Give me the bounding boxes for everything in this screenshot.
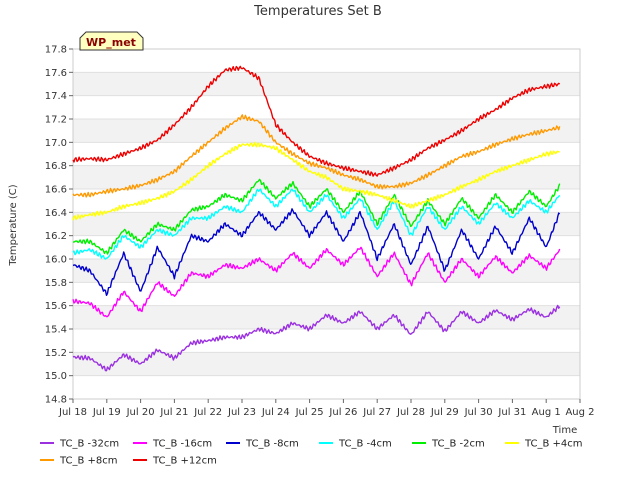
y-tick-label: 16.8 xyxy=(45,161,67,172)
x-tick-label: Jul 26 xyxy=(328,407,357,418)
series-line xyxy=(72,188,561,260)
plot-frame xyxy=(72,48,581,400)
legend-label: TC_B -8cm xyxy=(245,439,299,450)
x-tick-label: Jul 31 xyxy=(497,407,526,418)
y-tick-label: 15.2 xyxy=(45,348,67,359)
legend-label: TC_B +8cm xyxy=(59,456,118,467)
y-tick-label: 15.4 xyxy=(45,325,67,336)
y-tick-label: 16.0 xyxy=(45,255,67,266)
x-tick-label: Jul 18 xyxy=(58,407,87,418)
station-badge: WP_met xyxy=(79,31,144,51)
plot-band xyxy=(73,72,580,96)
y-tick-label: 17.4 xyxy=(45,91,67,102)
chart-title: Temperatures Set B xyxy=(253,4,382,19)
plot-bands xyxy=(73,72,580,376)
y-tick-label: 17.0 xyxy=(45,138,67,149)
legend-label: TC_B -2cm xyxy=(431,439,485,450)
x-tick-label: Jul 28 xyxy=(396,407,425,418)
plot-band xyxy=(73,305,580,329)
series-line xyxy=(72,178,561,255)
x-tick-label: Aug 2 xyxy=(565,407,594,418)
y-tick-label: 15.0 xyxy=(45,371,67,382)
legend: TC_B -32cm TC_B -16cm TC_B -8cm TC_B -4cm TC… xyxy=(40,439,583,467)
legend-label: TC_B -4cm xyxy=(338,439,392,450)
x-tick-label: Jul 20 xyxy=(126,407,155,418)
x-tick-label: Jul 19 xyxy=(92,407,121,418)
y-tick-label: 16.2 xyxy=(45,231,67,242)
legend-label: TC_B -32cm xyxy=(59,439,119,450)
y-axis: 14.8 15.0 15.2 15.4 15.6 15.8 16.0 16.2 16.4 16.6… xyxy=(45,45,73,406)
legend-label: TC_B +4cm xyxy=(524,439,583,450)
x-tick-label: Jul 21 xyxy=(159,407,188,418)
y-tick-label: 15.8 xyxy=(45,278,67,289)
series-line xyxy=(72,141,560,221)
series-line xyxy=(72,65,561,177)
legend-label: TC_B -16cm xyxy=(152,439,212,450)
x-tick-label: Jul 30 xyxy=(464,407,493,418)
x-tick-label: Jul 24 xyxy=(261,407,290,418)
series-line xyxy=(72,304,561,372)
x-tick-label: Jul 25 xyxy=(295,407,324,418)
y-tick-label: 17.6 xyxy=(45,68,67,79)
plot-band xyxy=(73,212,580,236)
series-line xyxy=(72,114,561,198)
station-badge-shape xyxy=(79,31,144,51)
plot-band xyxy=(73,352,580,376)
plot-band xyxy=(73,119,580,143)
x-tick-label: Jul 27 xyxy=(362,407,391,418)
x-tick-label: Aug 1 xyxy=(532,407,561,418)
y-tick-label: 14.8 xyxy=(45,395,67,406)
plot-band xyxy=(73,259,580,283)
y-tick-label: 16.6 xyxy=(45,185,67,196)
x-tick-label: Jul 23 xyxy=(227,407,256,418)
x-axis: Jul 18 Jul 19 Jul 20 Jul 21 Jul 22 Jul 23 Jul … xyxy=(58,399,595,418)
series-lines xyxy=(72,65,561,372)
y-tick-label: 17.8 xyxy=(45,45,67,56)
y-axis-title: Temperature (C) xyxy=(8,184,19,266)
x-axis-title: Time xyxy=(552,425,577,436)
y-tick-label: 16.4 xyxy=(45,208,67,219)
y-tick-label: 17.2 xyxy=(45,115,67,126)
x-tick-label: Jul 29 xyxy=(430,407,459,418)
y-tick-label: 15.6 xyxy=(45,301,67,312)
series-line xyxy=(72,246,561,318)
series-line xyxy=(72,208,561,296)
legend-label: TC_B +12cm xyxy=(152,456,217,467)
x-tick-label: Jul 22 xyxy=(193,407,222,418)
station-badge-label: WP_met xyxy=(86,36,136,49)
